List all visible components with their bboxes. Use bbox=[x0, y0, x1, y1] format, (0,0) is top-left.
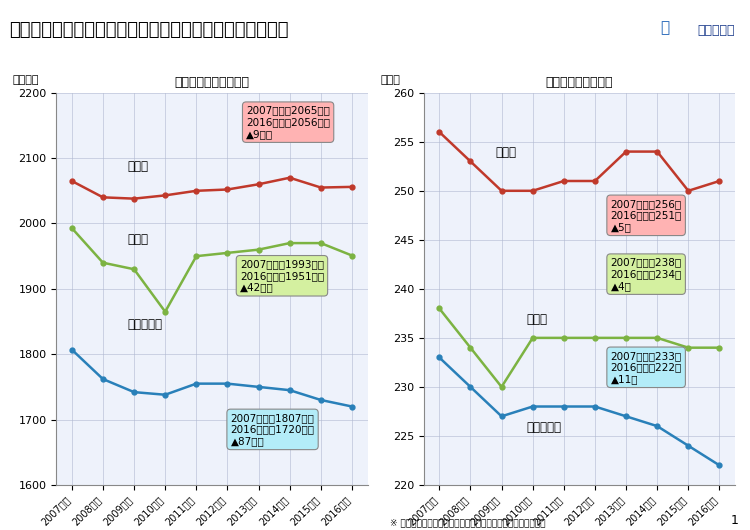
Text: 製造業: 製造業 bbox=[128, 233, 148, 246]
Text: 実労働時間及び出勤日数の推移（建設業と他産業の比較）: 実労働時間及び出勤日数の推移（建設業と他産業の比較） bbox=[9, 22, 289, 39]
Text: 2007年度：1807時間
2016年度：1720時間
▲87時間: 2007年度：1807時間 2016年度：1720時間 ▲87時間 bbox=[230, 413, 314, 446]
Text: 2007年度：238日
2016年度：234日
▲4日: 2007年度：238日 2016年度：234日 ▲4日 bbox=[610, 258, 682, 291]
Text: 国土交通省: 国土交通省 bbox=[698, 24, 735, 37]
Text: 調査産業計: 調査産業計 bbox=[128, 318, 163, 331]
Text: 建設業: 建設業 bbox=[495, 146, 516, 160]
Text: 2007年度：256日
2016年度：251日
▲5日: 2007年度：256日 2016年度：251日 ▲5日 bbox=[610, 199, 682, 232]
Text: （時間）: （時間） bbox=[13, 75, 39, 85]
Text: 2007年度：1993時間
2016年度：1951時間
▲42時間: 2007年度：1993時間 2016年度：1951時間 ▲42時間 bbox=[240, 259, 324, 293]
Text: ※ 厚生労働省「毎月勤務統計調査」年度報より国土交通省作成: ※ 厚生労働省「毎月勤務統計調査」年度報より国土交通省作成 bbox=[390, 518, 545, 527]
Title: 年間出勤日数の推移: 年間出勤日数の推移 bbox=[545, 76, 614, 89]
Text: 2007年度：233日
2016年度：222日
▲11日: 2007年度：233日 2016年度：222日 ▲11日 bbox=[610, 351, 682, 384]
Text: （日）: （日） bbox=[380, 75, 400, 85]
Text: 製造業: 製造業 bbox=[526, 313, 548, 326]
Text: 1: 1 bbox=[730, 514, 739, 527]
Title: 年間実労働時間の推移: 年間実労働時間の推移 bbox=[174, 76, 249, 89]
Text: 🌏: 🌏 bbox=[660, 20, 669, 35]
Text: 調査産業計: 調査産業計 bbox=[526, 421, 562, 434]
Text: 建設業: 建設業 bbox=[128, 160, 148, 173]
Text: 2007年度：2065時間
2016年度：2056時間
▲9時間: 2007年度：2065時間 2016年度：2056時間 ▲9時間 bbox=[246, 105, 330, 139]
